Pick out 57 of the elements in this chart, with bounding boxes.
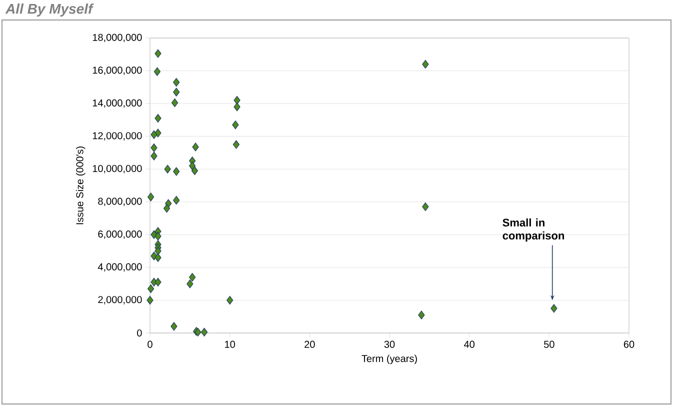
y-tick-label: 16,000,000: [92, 66, 142, 75]
x-tick-label: 30: [384, 340, 395, 348]
point: [146, 296, 154, 305]
point: [154, 67, 160, 76]
y-tick-label: 18,000,000: [92, 34, 142, 42]
x-tick-label: 0: [148, 340, 152, 348]
point: [154, 246, 162, 256]
point: [154, 114, 162, 123]
point: [150, 152, 158, 160]
point: [234, 102, 240, 112]
point: [226, 296, 234, 305]
point: [232, 120, 239, 130]
y-tick-label: 2,000,000: [98, 296, 142, 304]
y-tick-label: 0: [137, 329, 142, 337]
point: [150, 143, 158, 152]
point: [154, 278, 162, 286]
x-tick-label: 20: [304, 340, 315, 348]
y-axis-title: Issue Size (000's): [76, 146, 86, 224]
y-tick-label: 12,000,000: [92, 132, 142, 140]
point: [189, 272, 196, 282]
chart-title: All By Myself: [5, 4, 94, 17]
x-tick-label: 40: [464, 340, 475, 348]
point: [422, 60, 429, 69]
point: [163, 204, 170, 213]
point: [150, 130, 158, 139]
y-tick-label: 10,000,000: [92, 164, 142, 174]
point: [186, 280, 194, 288]
x-tick-label: 10: [225, 340, 236, 348]
point: [200, 328, 208, 336]
point: [189, 162, 196, 170]
point: [173, 78, 180, 87]
x-axis-title: Term (years): [362, 354, 417, 364]
point: [173, 196, 180, 205]
x-tick-label: 50: [544, 340, 554, 348]
point: [154, 232, 162, 241]
point: [170, 322, 178, 331]
y-tick-label: 14,000,000: [92, 99, 142, 108]
point: [148, 192, 154, 202]
point: [154, 253, 162, 262]
point: [234, 96, 240, 105]
point: [171, 98, 178, 108]
y-tick-label: 6,000,000: [98, 230, 142, 239]
point: [154, 49, 162, 58]
point: [173, 167, 180, 176]
y-tick-label: 8,000,000: [98, 198, 142, 206]
point: [418, 310, 425, 320]
point: [550, 304, 558, 313]
point: [148, 284, 154, 294]
y-tick-label: 4,000,000: [98, 263, 142, 272]
point: [422, 202, 429, 212]
point: [164, 164, 171, 174]
point: [232, 140, 240, 149]
point: [173, 88, 180, 96]
point: [191, 166, 198, 176]
x-tick-label: 60: [624, 340, 634, 348]
point: [192, 142, 199, 152]
annotation: Small in comparison: [502, 218, 564, 242]
